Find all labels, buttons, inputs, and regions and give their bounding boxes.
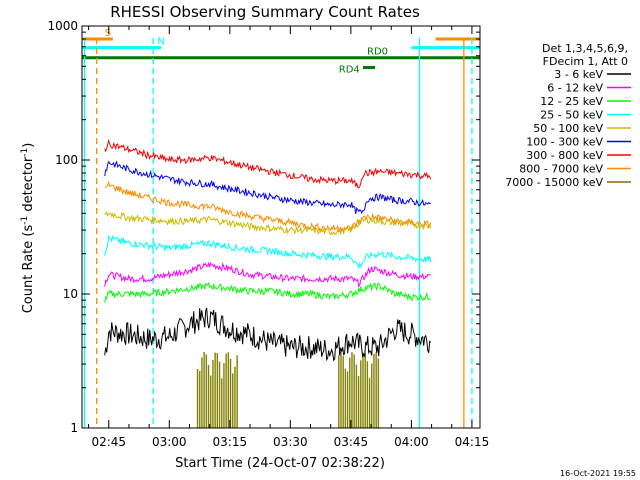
- legend-entry: 800 - 7000 keV: [519, 163, 603, 176]
- series-line: [104, 307, 432, 362]
- x-tick-label: 02:45: [91, 435, 126, 449]
- chart-title: RHESSI Observing Summary Count Rates: [110, 3, 420, 21]
- plot-frame: [81, 25, 481, 429]
- x-axis: 02:45 03:00 03:15 03:30 03:45 04:00 04:15: [88, 26, 490, 449]
- y-label-sup-1: -1: [20, 216, 30, 225]
- flag-label: N: [157, 37, 164, 48]
- x-tick-label: 04:00: [394, 435, 429, 449]
- y-tick-label: 100: [55, 153, 78, 167]
- legend-header: FDecim 1, Att 0: [543, 55, 628, 68]
- flag-label: RD0: [367, 47, 388, 58]
- y-label-part-3: ): [21, 143, 36, 148]
- x-tick-label: 03:30: [273, 435, 308, 449]
- y-axis: 1 10 100 1000: [47, 19, 480, 435]
- series-layer: [104, 138, 432, 362]
- legend-entry: 25 - 50 keV: [540, 109, 603, 122]
- vertical-marker-layer: [83, 38, 473, 428]
- legend-entry: 50 - 100 keV: [533, 122, 603, 135]
- y-tick-label: 1000: [47, 19, 78, 33]
- series-line: [104, 160, 431, 215]
- series-line: [104, 234, 432, 269]
- legend-header: Det 1,3,4,5,6,9,: [542, 42, 628, 55]
- x-tick-label: 03:15: [213, 435, 248, 449]
- legend-entry: 100 - 300 keV: [526, 136, 603, 149]
- y-label-sup-2: -1: [20, 148, 30, 157]
- flag-layer: S N RD0 RD4: [82, 28, 480, 76]
- series-line: [104, 282, 431, 303]
- x-tick-label: 03:45: [334, 435, 369, 449]
- y-tick-label: 10: [63, 287, 78, 301]
- legend-entry: 3 - 6 keV: [554, 68, 603, 81]
- flag-label: RD4: [339, 65, 360, 76]
- series-line: [104, 180, 432, 233]
- legend-entry: 300 - 800 keV: [526, 149, 603, 162]
- y-tick-label: 1: [70, 421, 78, 435]
- y-label-part-2: detector: [21, 156, 36, 216]
- series-line: [104, 211, 432, 236]
- legend-entry: 6 - 12 keV: [547, 82, 603, 95]
- y-axis-label: Count Rate (s-1 detector-1): [20, 143, 36, 314]
- x-tick-label: 04:15: [455, 435, 490, 449]
- legend-entry: 7000 - 15000 keV: [505, 176, 603, 189]
- legend-entry: 12 - 25 keV: [540, 95, 603, 108]
- y-label-part-1: Count Rate (s: [21, 225, 36, 314]
- attenuator-burst-layer: [196, 351, 380, 428]
- series-line: [104, 261, 431, 288]
- generation-timestamp: 16-Oct-2021 19:55: [560, 469, 636, 478]
- flag-label: S: [105, 28, 111, 39]
- legend: Det 1,3,4,5,6,9,FDecim 1, Att 03 - 6 keV…: [505, 42, 631, 189]
- x-axis-label: Start Time (24-Oct-07 02:38:22): [175, 456, 385, 471]
- x-tick-label: 03:00: [152, 435, 187, 449]
- series-line: [104, 138, 432, 189]
